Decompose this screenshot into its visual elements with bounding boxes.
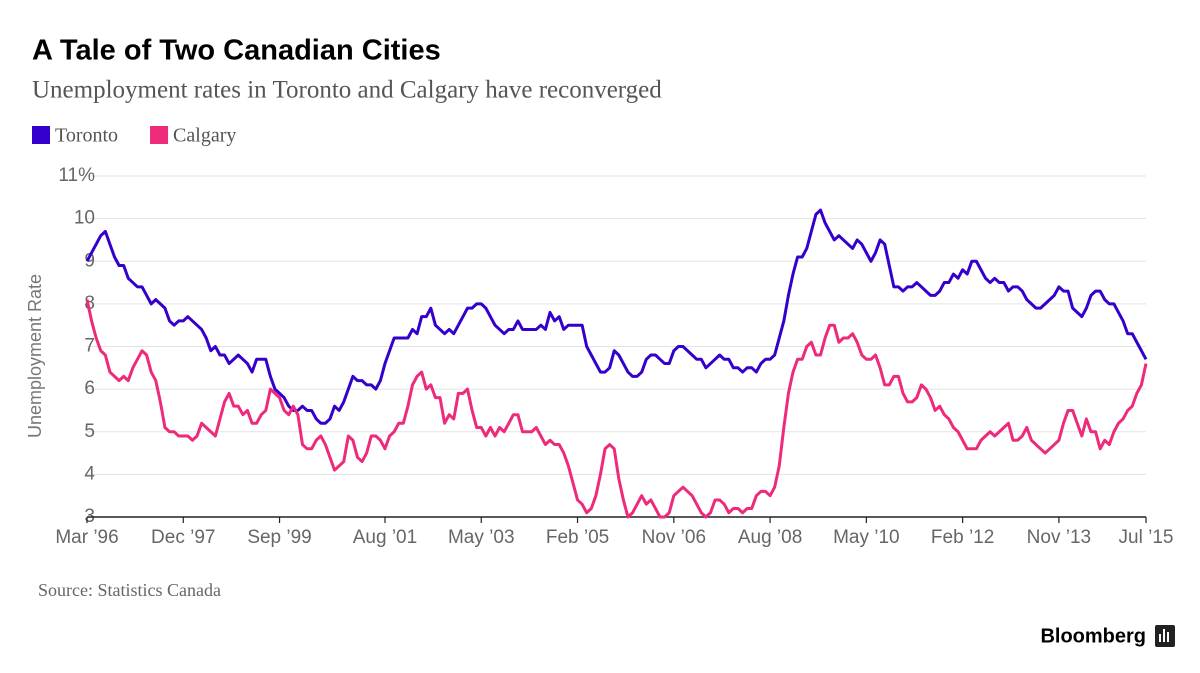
x-tick-label: May ’10 [833, 527, 900, 548]
y-tick-label: 9 [84, 250, 95, 271]
x-tick-label: Dec ’97 [151, 527, 215, 548]
x-tick-label: Aug ’08 [738, 527, 802, 548]
y-tick-label: 5 [84, 421, 95, 442]
series-line [85, 299, 1148, 519]
y-tick-label: 7 [84, 336, 95, 357]
y-tick-label: 10 [74, 208, 95, 229]
x-tick-label: Mar ’96 [55, 527, 118, 548]
x-tick-label: Nov ’06 [642, 527, 706, 548]
x-tick-label: Feb ’05 [546, 527, 609, 548]
x-tick-label: May ’03 [448, 527, 515, 548]
x-tick-label: Feb ’12 [931, 527, 994, 548]
source-note: Source: Statistics Canada [38, 580, 221, 600]
brand-icon-bar [1159, 634, 1161, 642]
x-tick-label: Aug ’01 [353, 527, 417, 548]
y-axis-label: Unemployment Rate [25, 274, 45, 438]
legend-swatch [32, 126, 50, 144]
y-tick-label: 4 [84, 463, 95, 484]
brand-icon [1155, 625, 1175, 647]
y-tick-label: 6 [84, 378, 95, 399]
chart-title: A Tale of Two Canadian Cities [32, 35, 441, 67]
x-tick-label: Sep ’99 [247, 527, 311, 548]
chart-subtitle: Unemployment rates in Toronto and Calgar… [32, 77, 662, 104]
brand-icon-bar [1167, 632, 1169, 642]
x-tick-label: Jul ’15 [1119, 527, 1174, 548]
legend-label: Calgary [173, 125, 236, 147]
brand-icon-bar [1163, 629, 1165, 642]
legend-swatch [150, 126, 169, 144]
series-line [85, 208, 1148, 425]
x-tick-label: Nov ’13 [1027, 527, 1091, 548]
brand-logo: Bloomberg [1040, 625, 1146, 647]
y-tick-label: 8 [84, 293, 95, 314]
y-tick-label: 11% [58, 165, 95, 186]
legend-label: Toronto [55, 125, 118, 147]
